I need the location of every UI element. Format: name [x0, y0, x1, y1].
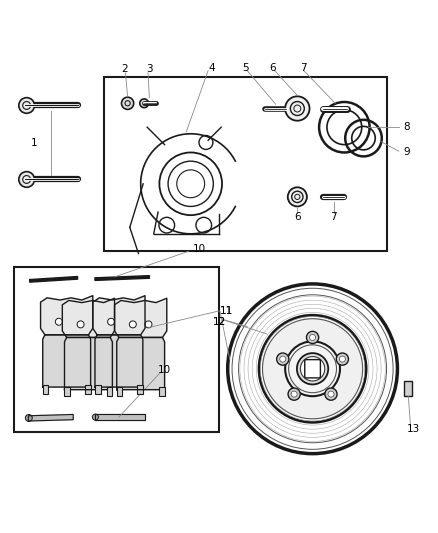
Circle shape	[77, 321, 84, 328]
Bar	[14, 266, 219, 432]
Circle shape	[288, 388, 300, 400]
Text: 13: 13	[407, 424, 420, 434]
Text: 1: 1	[31, 139, 37, 148]
Polygon shape	[41, 296, 93, 335]
Circle shape	[92, 414, 99, 420]
Polygon shape	[30, 277, 78, 282]
Text: 6: 6	[294, 212, 300, 222]
Bar	[104, 77, 387, 251]
Text: 10: 10	[193, 244, 206, 254]
Polygon shape	[95, 276, 149, 280]
Circle shape	[71, 318, 78, 325]
Circle shape	[310, 334, 316, 341]
Circle shape	[325, 388, 337, 400]
Circle shape	[285, 96, 310, 120]
Text: 2: 2	[121, 64, 128, 74]
Polygon shape	[95, 335, 143, 387]
Text: 5: 5	[242, 62, 248, 72]
Circle shape	[262, 319, 363, 419]
Circle shape	[93, 321, 100, 328]
Circle shape	[297, 353, 328, 384]
Circle shape	[145, 321, 152, 328]
Bar	[137, 385, 143, 393]
Polygon shape	[28, 415, 73, 421]
Polygon shape	[62, 298, 115, 337]
Text: 12: 12	[212, 317, 226, 327]
Text: 8: 8	[403, 122, 410, 132]
Circle shape	[129, 321, 136, 328]
Circle shape	[328, 391, 334, 397]
Text: 7: 7	[300, 62, 306, 72]
Circle shape	[288, 187, 307, 206]
FancyBboxPatch shape	[305, 360, 321, 378]
Bar	[43, 385, 48, 393]
Circle shape	[123, 318, 130, 325]
Circle shape	[285, 341, 340, 396]
Text: 3: 3	[146, 64, 153, 74]
Polygon shape	[117, 337, 165, 390]
Bar	[117, 387, 122, 396]
Circle shape	[140, 99, 148, 108]
Circle shape	[121, 97, 134, 109]
Circle shape	[25, 415, 32, 422]
Text: 7: 7	[331, 212, 337, 222]
Text: 11: 11	[219, 306, 233, 316]
Text: 11: 11	[219, 306, 233, 316]
Bar	[95, 385, 101, 393]
Circle shape	[19, 172, 35, 187]
Bar	[64, 387, 70, 396]
Text: 6: 6	[269, 62, 276, 72]
Text: 10: 10	[158, 365, 171, 375]
Polygon shape	[64, 337, 113, 390]
Circle shape	[108, 318, 115, 325]
Circle shape	[291, 391, 297, 397]
Circle shape	[336, 353, 349, 365]
Bar	[107, 387, 113, 396]
Circle shape	[339, 356, 346, 362]
Circle shape	[19, 98, 35, 114]
Circle shape	[280, 356, 286, 362]
Polygon shape	[93, 296, 145, 335]
Text: 12: 12	[212, 317, 226, 327]
Text: 4: 4	[208, 63, 215, 74]
Circle shape	[277, 353, 289, 365]
Text: 9: 9	[403, 147, 410, 157]
Circle shape	[300, 357, 325, 381]
Circle shape	[55, 318, 62, 325]
Circle shape	[307, 332, 319, 344]
Bar	[404, 381, 412, 396]
Polygon shape	[43, 335, 91, 387]
Polygon shape	[95, 415, 145, 419]
Bar	[159, 387, 165, 396]
Polygon shape	[115, 298, 167, 337]
Bar	[85, 385, 91, 393]
